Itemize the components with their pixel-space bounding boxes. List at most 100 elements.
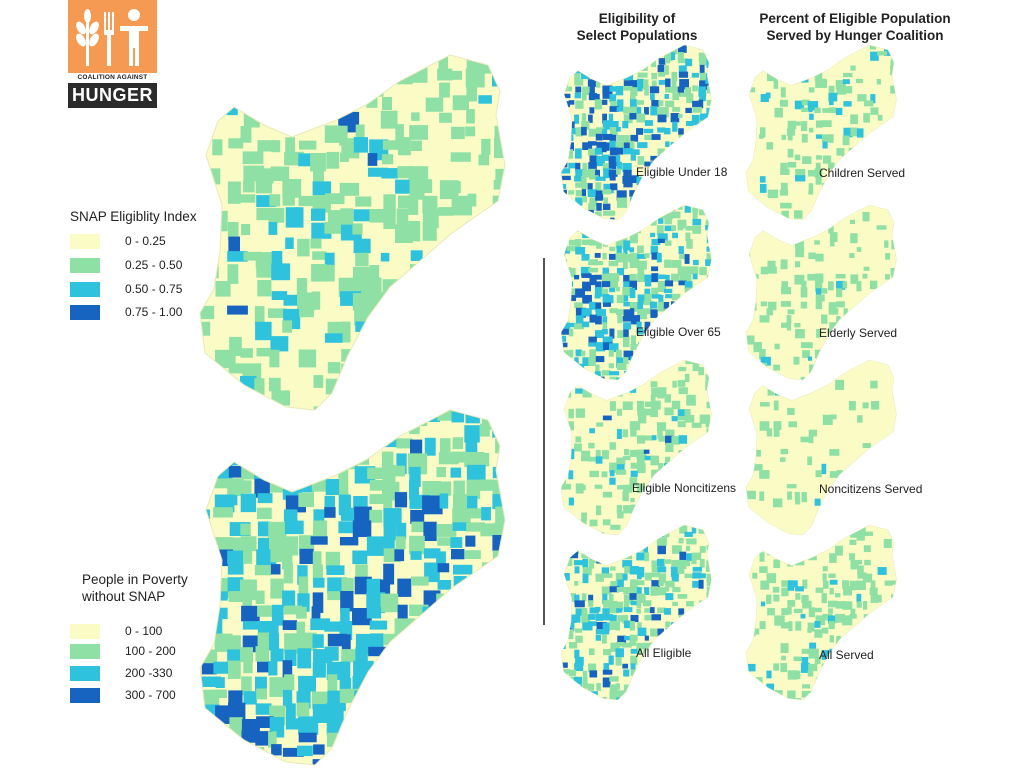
map-tract <box>746 698 754 700</box>
map-tract <box>587 79 597 87</box>
map-tract <box>780 182 788 191</box>
map-tract <box>706 182 712 188</box>
map-tract <box>828 100 834 106</box>
map-tract <box>752 525 761 534</box>
map-tract <box>383 347 394 366</box>
map-tract <box>616 147 624 155</box>
map-tract <box>630 343 640 351</box>
map-tract <box>581 205 589 214</box>
map-tract <box>706 342 711 353</box>
map-tract <box>608 66 619 75</box>
map-tract <box>610 100 617 109</box>
map-tract <box>685 120 694 126</box>
map-tract <box>410 509 425 524</box>
map-tract <box>568 239 576 246</box>
poverty-without-snap-map <box>199 409 506 766</box>
map-tract <box>574 538 583 547</box>
map-tract <box>629 449 639 457</box>
map-tract <box>760 301 768 307</box>
map-tract <box>671 697 678 700</box>
map-tract <box>766 670 772 679</box>
map-tract <box>671 677 677 686</box>
map-tract <box>883 141 890 151</box>
map-tract <box>561 239 568 245</box>
map-tract <box>644 572 652 581</box>
map-tract <box>706 121 712 131</box>
map-tract <box>780 259 788 270</box>
map-tract <box>780 87 786 98</box>
map-tract <box>713 566 718 574</box>
map-tract <box>706 401 712 409</box>
map-tract <box>299 439 309 458</box>
map-tract <box>780 457 786 462</box>
map-tract <box>624 448 630 456</box>
map-tract <box>480 677 496 689</box>
map-tract <box>713 608 722 617</box>
map-tract <box>366 536 387 556</box>
map-tract <box>589 155 599 163</box>
map-tract <box>422 495 443 515</box>
all-served-map <box>745 524 897 701</box>
map-tract <box>746 293 754 300</box>
map-tract <box>582 388 592 398</box>
map-tract <box>658 100 664 106</box>
map-tract <box>609 376 618 380</box>
map-tract <box>780 225 791 234</box>
map-tract <box>561 435 568 445</box>
map-tract <box>284 633 301 654</box>
map-tract <box>691 195 701 202</box>
map-tract <box>602 252 607 260</box>
map-tract <box>451 621 461 631</box>
map-tract <box>644 161 654 167</box>
map-tract <box>409 179 425 200</box>
map-tract <box>568 409 574 419</box>
map-tract <box>467 508 482 519</box>
map-tract <box>822 613 833 621</box>
map-tract <box>897 58 907 66</box>
map-tract <box>857 94 867 102</box>
map-tract <box>636 113 646 123</box>
map-tract <box>200 377 215 393</box>
map-tract <box>282 451 298 471</box>
map-tract <box>439 660 456 671</box>
map-tract <box>890 65 897 76</box>
map-tract <box>380 252 390 262</box>
map-tract <box>508 692 528 711</box>
map-tract <box>855 78 863 84</box>
map-tract <box>671 211 681 219</box>
map-tract <box>767 189 779 199</box>
map-tract <box>242 423 259 437</box>
map-tract <box>650 696 657 700</box>
map-tract <box>670 113 680 123</box>
map-tract <box>714 100 724 105</box>
map-tract <box>706 613 712 624</box>
map-tract <box>411 576 429 586</box>
map-tract <box>255 676 267 692</box>
map-tract <box>200 179 212 196</box>
map-tract <box>369 209 388 223</box>
map-tract <box>574 676 583 687</box>
map-tract <box>849 539 857 545</box>
map-tract <box>587 141 597 146</box>
map-tract <box>795 247 805 258</box>
map-tract <box>312 181 331 196</box>
map-tract <box>313 509 325 528</box>
map-tract <box>492 466 505 479</box>
map-tract <box>746 546 755 553</box>
map-tract <box>629 477 638 486</box>
map-tract <box>603 649 612 656</box>
map-tract <box>581 321 590 328</box>
map-tract <box>608 593 614 604</box>
map-tract <box>242 590 252 609</box>
map-tract <box>712 698 722 707</box>
map-tract <box>255 182 272 194</box>
map-tract <box>713 296 720 305</box>
map-tract <box>492 731 503 740</box>
map-tract <box>698 190 706 196</box>
map-tract <box>630 429 637 437</box>
map-tract <box>492 535 505 551</box>
map-tract <box>795 621 802 631</box>
map-tract <box>698 288 705 296</box>
map-tract <box>706 662 712 670</box>
map-tract <box>766 594 772 604</box>
